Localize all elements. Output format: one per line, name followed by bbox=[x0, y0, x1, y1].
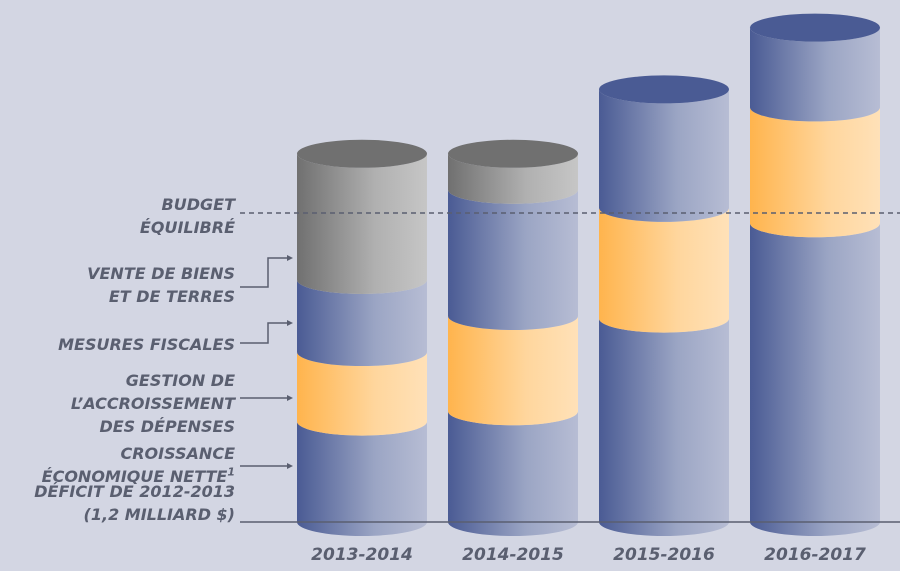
bar-segment bbox=[448, 411, 578, 536]
legend-label: VENTE DE BIENS ET DE TERRES bbox=[87, 262, 235, 308]
connector bbox=[240, 322, 288, 344]
legend-label: GESTION DE L’ACCROISSEMENT DES DÉPENSES bbox=[71, 369, 235, 438]
arrowhead bbox=[287, 255, 293, 261]
bar-cap bbox=[448, 139, 578, 168]
bar-segment bbox=[750, 107, 880, 238]
bar-cap bbox=[297, 139, 427, 168]
bar-segment bbox=[297, 153, 427, 294]
legend-text: VENTE DE BIENS ET DE TERRES bbox=[87, 264, 235, 306]
x-tick-label: 2013-2014 bbox=[311, 545, 413, 565]
bar-segment bbox=[599, 89, 729, 222]
bar-segment bbox=[297, 421, 427, 536]
bar-cap bbox=[750, 13, 880, 42]
bar-segment bbox=[599, 318, 729, 536]
bar-segment bbox=[750, 223, 880, 537]
arrowhead bbox=[287, 395, 293, 401]
reference-label: BUDGET ÉQUILIBRÉ bbox=[139, 195, 235, 237]
legend-text: GESTION DE L’ACCROISSEMENT DES DÉPENSES bbox=[70, 371, 235, 436]
x-tick-label: 2016-2017 bbox=[764, 545, 866, 565]
arrowheads bbox=[287, 255, 293, 469]
x-tick-label: 2015-2016 bbox=[613, 545, 715, 565]
connector bbox=[240, 257, 288, 288]
bars bbox=[297, 13, 880, 537]
baseline-label: DÉFICIT DE 2012-2013 (1,2 MILLIARD $) bbox=[34, 482, 235, 524]
arrowhead bbox=[287, 463, 293, 469]
legend-text: CROISSANCE ÉCONOMIQUE NETTE bbox=[41, 444, 235, 486]
bar-segment bbox=[599, 207, 729, 333]
bar-segment bbox=[448, 189, 578, 330]
bar-cap bbox=[599, 75, 729, 104]
x-tick-label: 2014-2015 bbox=[462, 545, 564, 565]
bar-segment bbox=[297, 279, 427, 367]
connectors bbox=[240, 257, 288, 467]
legend-label: MESURES FISCALES bbox=[58, 333, 235, 356]
bar-segment bbox=[448, 153, 578, 204]
legend-label: CROISSANCE ÉCONOMIQUE NETTE1 bbox=[42, 442, 235, 488]
bar-segment bbox=[297, 352, 427, 436]
legend-text: MESURES FISCALES bbox=[58, 335, 235, 354]
arrowhead bbox=[287, 320, 293, 326]
bar-segment bbox=[750, 27, 880, 122]
bar-segment bbox=[448, 316, 578, 426]
footnote-mark: 1 bbox=[227, 465, 235, 479]
